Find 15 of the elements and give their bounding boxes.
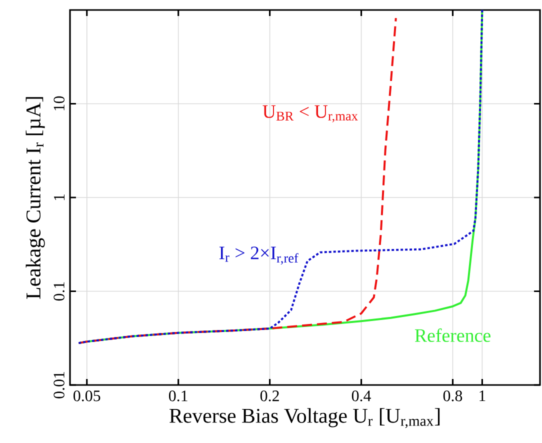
x-tick-label: 0.8 <box>443 390 462 402</box>
x-tick-label: 0.1 <box>168 390 188 402</box>
y-axis-title: Leakage Current I$_{r}$ [µA] <box>26 97 45 299</box>
series-label: I$_{r}$ > 2×I$_{r,ref}$ <box>219 246 298 265</box>
x-tick-label: 1 <box>480 390 486 402</box>
y-tick-label: 10 <box>54 96 64 110</box>
y-tick-label: 0.01 <box>54 372 64 398</box>
x-tick-label: 0.2 <box>260 390 279 402</box>
y-tick-label: 1 <box>54 194 64 200</box>
x-axis-title: Reverse Bias Voltage U$_{r}$ [U$_{r,max}$] <box>170 408 440 428</box>
series-label: U$_{BR}$ < U$_{r,max}$ <box>262 105 358 122</box>
x-tick-label: 0.4 <box>352 390 371 402</box>
x-tick-label: 0.05 <box>74 390 100 402</box>
y-tick-label: 0.1 <box>54 282 64 301</box>
series-label: Reference <box>414 328 490 342</box>
